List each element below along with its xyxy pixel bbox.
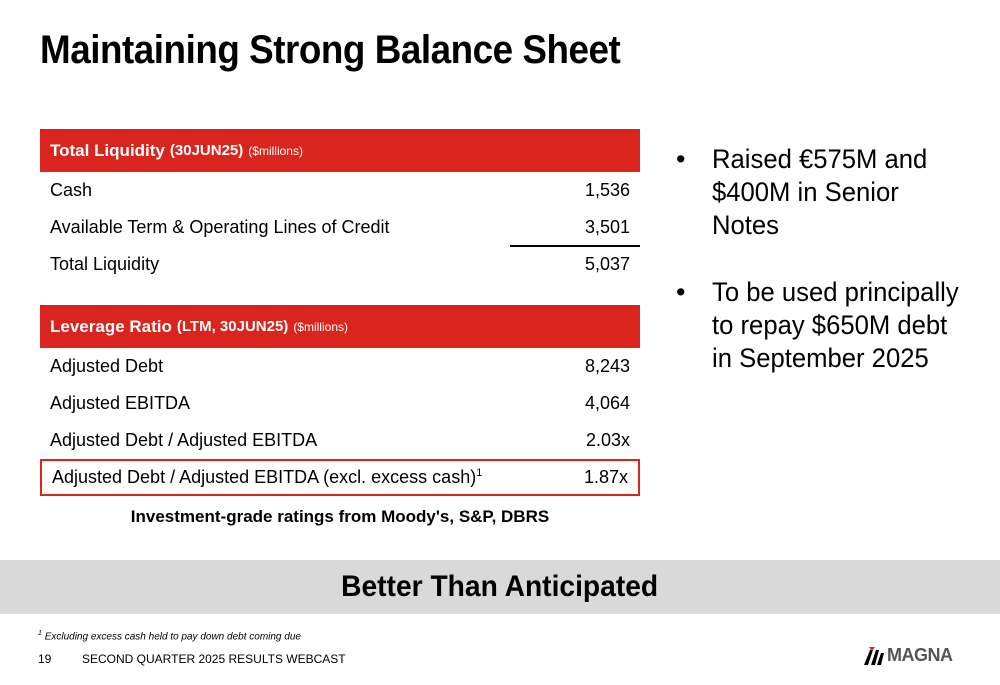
table-row: Cash 1,536	[40, 172, 640, 209]
row-value: 3,501	[584, 217, 630, 237]
row-value: 8,243	[584, 356, 630, 376]
row-value: 5,037	[584, 254, 630, 274]
logo-wordmark: MAGNA	[887, 645, 953, 665]
liquidity-header-date: (30JUN25)	[169, 142, 244, 159]
footer-text: SECOND QUARTER 2025 RESULTS WEBCAST	[82, 652, 346, 666]
liquidity-header-unit: ($millions)	[248, 143, 303, 158]
leverage-header-date: (LTM, 30JUN25)	[176, 318, 289, 335]
bullet-icon: •	[676, 144, 686, 174]
liquidity-table: Total Liquidity (30JUN25) ($millions) Ca…	[40, 129, 640, 283]
footnote-marker: 1	[476, 467, 483, 479]
leverage-table-header: Leverage Ratio (LTM, 30JUN25) ($millions…	[40, 305, 640, 348]
table-row: Adjusted Debt / Adjusted EBITDA 2.03x	[40, 422, 640, 459]
list-item: • To be used principally to repay $650M …	[676, 276, 986, 375]
row-value: 2.03x	[585, 430, 630, 450]
banner-text: Better Than Anticipated	[341, 570, 659, 603]
leverage-header-unit: ($millions)	[293, 319, 348, 334]
bullet-list: • Raised €575M and $400M in Senior Notes…	[676, 143, 986, 409]
slide-footer: 19 SECOND QUARTER 2025 RESULTS WEBCAST	[38, 652, 346, 666]
liquidity-header-label: Total Liquidity	[50, 140, 165, 160]
bullet-icon: •	[676, 277, 686, 307]
row-value: 4,064	[584, 393, 630, 413]
row-label: Adjusted EBITDA	[50, 393, 191, 413]
row-value: 1,536	[584, 180, 630, 200]
row-label: Adjusted Debt / Adjusted EBITDA (excl. e…	[52, 467, 477, 487]
liquidity-table-header: Total Liquidity (30JUN25) ($millions)	[40, 129, 640, 172]
bullet-text: To be used principally to repay $650M de…	[712, 277, 959, 373]
footnote-marker: 1	[38, 630, 42, 637]
row-label: Total Liquidity	[50, 254, 160, 274]
footnote-text: Excluding excess cash held to pay down d…	[44, 631, 301, 643]
row-label-with-footnote: Adjusted Debt / Adjusted EBITDA (excl. e…	[52, 467, 482, 488]
page-number: 19	[38, 652, 52, 666]
conclusion-banner: Better Than Anticipated	[0, 560, 1000, 614]
leverage-table: Leverage Ratio (LTM, 30JUN25) ($millions…	[40, 305, 640, 496]
row-label: Cash	[50, 180, 93, 200]
row-label: Available Term & Operating Lines of Cred…	[50, 217, 390, 237]
table-row-highlighted: Adjusted Debt / Adjusted EBITDA (excl. e…	[40, 459, 640, 496]
slide-title: Maintaining Strong Balance Sheet	[40, 28, 621, 72]
magna-logo-icon	[864, 646, 884, 665]
ratings-note: Investment-grade ratings from Moody's, S…	[130, 507, 550, 526]
table-row: Adjusted Debt 8,243	[40, 348, 640, 385]
table-row-total: Total Liquidity 5,037	[40, 246, 640, 283]
table-row: Adjusted EBITDA 4,064	[40, 385, 640, 422]
bullet-text: Raised €575M and $400M in Senior Notes	[712, 144, 928, 240]
footnote: 1 Excluding excess cash held to pay down…	[38, 630, 301, 642]
list-item: • Raised €575M and $400M in Senior Notes	[676, 143, 986, 242]
table-row: Available Term & Operating Lines of Cred…	[40, 209, 640, 246]
row-label: Adjusted Debt / Adjusted EBITDA	[50, 430, 318, 450]
row-value: 1.87x	[583, 467, 628, 487]
leverage-header-label: Leverage Ratio	[50, 316, 172, 336]
magna-logo: MAGNA	[864, 645, 953, 666]
row-label: Adjusted Debt	[50, 356, 164, 376]
